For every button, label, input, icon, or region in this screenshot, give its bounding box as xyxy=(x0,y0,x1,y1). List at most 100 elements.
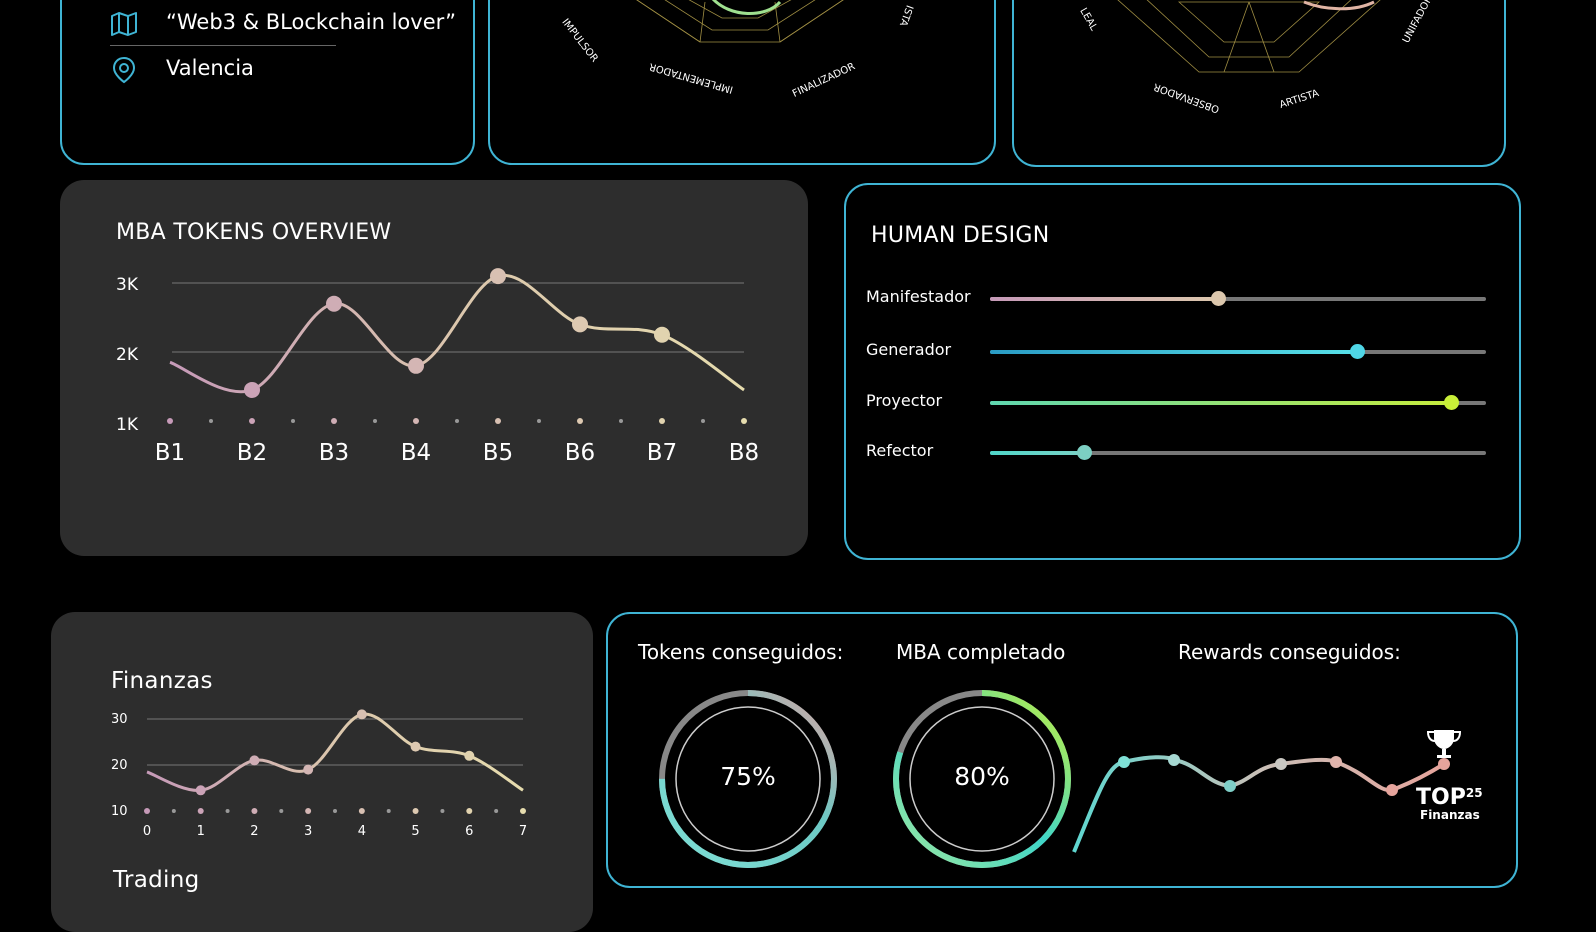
baseline-dot xyxy=(741,418,747,424)
baseline-dot xyxy=(373,419,377,423)
rewards-conseguidos-label: Rewards conseguidos: xyxy=(1178,640,1401,664)
x-tick-label: B1 xyxy=(154,440,186,466)
hd-label-manifestador: Manifestador xyxy=(866,287,971,306)
data-point xyxy=(249,755,260,766)
x-tick-label: B7 xyxy=(646,440,678,466)
finanzas-y-tick-10: 10 xyxy=(111,804,128,819)
tokens-y-tick-2k: 2K xyxy=(116,345,138,365)
hd-slider-manifestador[interactable] xyxy=(990,291,1486,306)
baseline-dot xyxy=(279,809,284,813)
location-pin-icon xyxy=(112,56,136,84)
hd-slider-fill xyxy=(990,401,1452,405)
baseline-dot xyxy=(167,418,173,424)
x-tick-label: B6 xyxy=(564,440,596,466)
hd-slider-fill xyxy=(990,451,1085,455)
map-icon xyxy=(111,12,137,36)
rewards-curve xyxy=(1072,755,1446,853)
hd-label-generador: Generador xyxy=(866,340,952,359)
x-tick-label: B5 xyxy=(482,440,514,466)
x-tick-label: B2 xyxy=(236,440,268,466)
data-point xyxy=(326,295,342,312)
x-tick-label: 6 xyxy=(465,824,474,839)
x-tick-label: 1 xyxy=(196,824,205,839)
tokens-y-tick-1k: 1K xyxy=(116,415,138,435)
data-point xyxy=(303,764,314,775)
tokens-line-chart xyxy=(167,268,747,424)
x-tick-label: 4 xyxy=(357,824,366,839)
baseline-dot xyxy=(291,419,295,423)
baseline-dot xyxy=(537,419,541,423)
data-point xyxy=(654,326,670,343)
baseline-dot xyxy=(494,809,499,813)
mba-ring-progress xyxy=(893,690,1071,868)
x-tick-label: B8 xyxy=(728,440,760,466)
hd-slider-knob[interactable] xyxy=(1077,445,1093,460)
hd-slider-generador[interactable] xyxy=(990,344,1486,359)
finanzas-card: Finanzas 30 20 10 0 1 2 3 4 5 6 7 Trading xyxy=(51,612,593,932)
data-point xyxy=(195,785,206,796)
mba-completado-label: MBA completado xyxy=(896,640,1066,664)
badge-rank: 25 xyxy=(1465,786,1483,800)
radar-chart-right xyxy=(1117,0,1381,73)
baseline-dot xyxy=(249,418,255,424)
top25-badge: TOP25 Finanzas xyxy=(1416,786,1483,822)
hd-slider-knob[interactable] xyxy=(1350,344,1366,359)
x-tick-label: 2 xyxy=(250,824,259,839)
baseline-dot xyxy=(358,808,365,814)
data-point xyxy=(464,750,475,761)
baseline-dot xyxy=(577,418,583,424)
hd-slider-proyector[interactable] xyxy=(990,395,1486,410)
profile-divider xyxy=(110,45,336,46)
baseline-dot xyxy=(619,419,623,423)
baseline-dot xyxy=(455,419,459,423)
data-point xyxy=(490,268,506,285)
profile-motto: “Web3 & BLockchain lover” xyxy=(166,10,457,34)
x-tick-label: 0 xyxy=(142,824,152,839)
data-point xyxy=(410,741,421,752)
baseline-dot xyxy=(331,418,337,424)
tokens-y-tick-3k: 3K xyxy=(116,275,138,295)
baseline-dot xyxy=(305,808,312,814)
tokens-ring xyxy=(659,690,1462,868)
tokens-overview-title: MBA TOKENS OVERVIEW xyxy=(116,220,392,245)
hd-slider-fill xyxy=(990,297,1219,301)
x-tick-label: 5 xyxy=(411,824,420,839)
x-tick-label: B3 xyxy=(318,440,350,466)
hd-slider-fill xyxy=(990,350,1358,354)
baseline-dot xyxy=(209,419,213,423)
x-tick-label: 7 xyxy=(518,824,528,839)
tokens-conseguidos-label: Tokens conseguidos: xyxy=(638,640,844,664)
profile-card: “Web3 & BLockchain lover” Valencia xyxy=(60,0,475,165)
finanzas-title: Finanzas xyxy=(111,668,213,694)
hd-slider-refector[interactable] xyxy=(990,445,1486,460)
baseline-dot xyxy=(225,809,230,813)
radar-card-right: LEAL OBSERVADOR ARTISTA UNIFADOR xyxy=(1012,0,1506,167)
hd-label-refector: Refector xyxy=(866,441,934,460)
baseline-dot xyxy=(466,808,473,814)
baseline-dot xyxy=(440,809,445,813)
data-point xyxy=(244,381,260,398)
trophy-icon xyxy=(1426,730,1462,758)
x-tick-label: 3 xyxy=(304,824,313,839)
finanzas-y-tick-20: 20 xyxy=(111,758,128,773)
baseline-dot xyxy=(701,419,705,423)
hd-slider-knob[interactable] xyxy=(1211,291,1227,306)
baseline-dot xyxy=(520,808,526,814)
badge-sub: Finanzas xyxy=(1420,808,1480,822)
baseline-dot xyxy=(144,808,150,814)
tokens-overview-card: MBA TOKENS OVERVIEW 3K 2K 1K B1 B2 B3 B4 B5 B… xyxy=(60,180,808,556)
human-design-title: HUMAN DESIGN xyxy=(871,223,1050,248)
hd-slider-knob[interactable] xyxy=(1444,395,1460,410)
stats-card: Tokens conseguidos: MBA completado Rewar… xyxy=(606,612,1518,888)
baseline-dot xyxy=(197,808,204,814)
tokens-ring-progress xyxy=(659,690,837,868)
data-point xyxy=(356,709,367,720)
human-design-card: HUMAN DESIGN Manifestador Generador Proyec… xyxy=(844,183,1521,560)
data-point xyxy=(572,316,588,333)
baseline-dot xyxy=(251,808,258,814)
tokens-percent: 75% xyxy=(720,762,776,791)
baseline-dot xyxy=(333,809,337,813)
radar-card-left: IMPULSOR IMPLEMENTADOR FINALIZADOR ISTA xyxy=(488,0,996,165)
series-line xyxy=(169,273,745,394)
trading-title: Trading xyxy=(113,867,200,893)
